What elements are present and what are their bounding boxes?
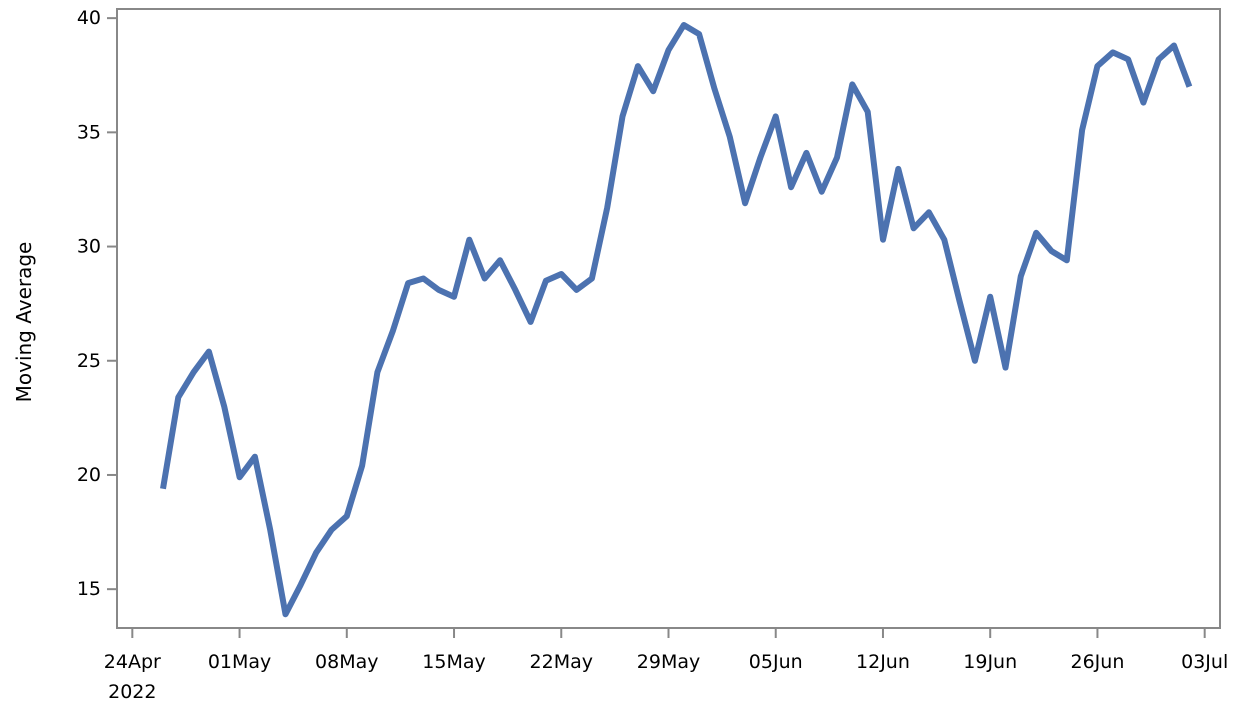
x-tick-label: 12Jun — [856, 651, 910, 673]
y-tick-label: 30 — [77, 236, 101, 258]
y-tick-label: 20 — [77, 464, 101, 486]
y-tick-label: 40 — [77, 7, 101, 29]
y-tick-label: 15 — [77, 578, 101, 600]
x-tick-label: 05Jun — [749, 651, 803, 673]
y-tick-label: 35 — [77, 121, 101, 143]
x-tick-label: 22May — [530, 651, 593, 673]
y-axis-title: Moving Average — [12, 242, 36, 403]
plot-frame — [116, 8, 1221, 629]
moving-average-line — [160, 22, 1193, 618]
x-tick-label: 24Apr 2022 — [104, 651, 161, 703]
y-tick-label: 25 — [77, 350, 101, 372]
x-tick-label: 15May — [422, 651, 485, 673]
x-tick-label: 01May — [208, 651, 271, 673]
x-tick-label: 29May — [637, 651, 700, 673]
x-tick-label: 03Jul — [1181, 651, 1228, 673]
x-tick-label: 19Jun — [963, 651, 1017, 673]
x-tick-label: 08May — [315, 651, 378, 673]
x-tick-label: 26Jun — [1071, 651, 1125, 673]
x-axis: 24Apr 2022 01May 08May 15May 22May 29May 05Jun 1… — [104, 628, 1228, 703]
y-axis: 15 20 25 30 35 40 — [77, 7, 117, 600]
